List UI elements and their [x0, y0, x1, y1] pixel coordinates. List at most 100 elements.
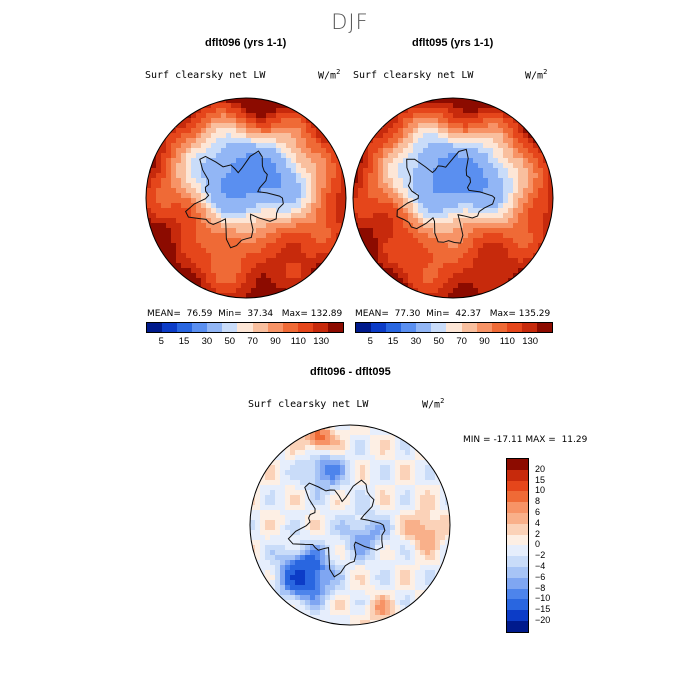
panel2-map-field: [353, 98, 553, 298]
colorbar-tick-label: 15: [178, 336, 190, 347]
colorbar-swatch: [252, 323, 268, 332]
colorbar-tick-label: −20: [535, 615, 551, 625]
colorbar-tick-label: −10: [535, 593, 551, 604]
colorbar-swatch: [507, 512, 528, 524]
panel2-title: dflt095 (yrs 1-1): [412, 37, 494, 49]
colorbar-swatch: [476, 323, 492, 332]
panel3-min: -17.11: [493, 435, 523, 445]
panel1-map-outline: [145, 97, 347, 299]
season-title: DJF: [331, 10, 369, 34]
panel2-units: W/m2: [525, 68, 548, 82]
colorbar-swatch: [356, 323, 372, 332]
colorbar-swatch: [507, 523, 528, 535]
colorbar-tick-label: 130: [522, 336, 539, 347]
panel3-title: dflt096 - dflt095: [310, 366, 391, 378]
colorbar-swatch: [507, 566, 528, 578]
colorbar-swatch: [507, 502, 528, 513]
panel3-stats: MIN = -17.11 MAX = 11.29: [463, 435, 588, 445]
colorbar-tick-label: −2: [535, 550, 546, 561]
panel1-colorbar: [146, 322, 344, 333]
colorbar-tick-label: 110: [290, 336, 306, 347]
panel2-variable-label: Surf clearsky net LW: [353, 70, 474, 81]
panel3-variable-label: Surf clearsky net LW: [248, 399, 369, 410]
colorbar-tick-label: −4: [535, 561, 546, 571]
colorbar-tick-label: 15: [387, 336, 399, 347]
colorbar-swatch: [386, 323, 402, 332]
colorbar-swatch: [267, 323, 283, 332]
panel2-map-coastline: [396, 148, 496, 244]
colorbar-swatch: [491, 323, 507, 332]
colorbar-tick-label: 0: [535, 539, 541, 550]
panel3-colorbar: [506, 458, 529, 633]
panel2-mean: 77.30: [394, 309, 421, 319]
colorbar-swatch: [507, 534, 528, 546]
colorbar-swatch: [521, 323, 537, 332]
panel2-colorbar: [355, 322, 553, 333]
colorbar-swatch: [222, 323, 238, 332]
panel1-map-coastline: [184, 150, 284, 249]
panel3-map-field: [250, 425, 450, 625]
colorbar-tick-label: 10: [535, 485, 546, 496]
colorbar-tick-label: 130: [313, 336, 330, 347]
colorbar-swatch: [431, 323, 447, 332]
colorbar-tick-label: 30: [410, 336, 422, 347]
panel1-stats: MEAN= 76.59 Min= 37.34 Max= 132.89: [147, 309, 343, 319]
colorbar-swatch: [507, 599, 528, 611]
colorbar-swatch: [192, 323, 208, 332]
panel3-max: 11.29: [561, 435, 588, 445]
colorbar-swatch: [297, 323, 313, 332]
colorbar-swatch: [282, 323, 298, 332]
colorbar-swatch: [371, 323, 387, 332]
colorbar-tick-label: 50: [224, 336, 236, 347]
colorbar-swatch: [162, 323, 178, 332]
colorbar-tick-label: 90: [479, 336, 490, 347]
colorbar-swatch: [327, 323, 344, 332]
colorbar-swatch: [446, 323, 462, 332]
panel2-min: 42.37: [455, 309, 482, 319]
colorbar-swatch: [536, 323, 553, 332]
panel1-variable-label: Surf clearsky net LW: [145, 70, 266, 81]
colorbar-tick-label: 70: [247, 336, 258, 347]
colorbar-swatch: [461, 323, 477, 332]
colorbar-swatch: [507, 620, 528, 632]
colorbar-tick-label: 8: [535, 496, 541, 507]
colorbar-swatch: [507, 610, 528, 621]
panel1-min: 37.34: [247, 309, 274, 319]
colorbar-swatch: [507, 588, 528, 600]
panel3-map-outline: [249, 424, 451, 626]
colorbar-swatch: [177, 323, 193, 332]
colorbar-tick-label: 5: [367, 336, 373, 347]
colorbar-tick-label: −15: [535, 604, 551, 615]
panel1-title: dflt096 (yrs 1-1): [205, 37, 287, 49]
panel2-map-outline: [352, 97, 554, 299]
colorbar-swatch: [237, 323, 253, 332]
colorbar-tick-label: 110: [499, 336, 515, 347]
colorbar-swatch: [507, 469, 528, 481]
panel1-units: W/m2: [318, 68, 341, 82]
colorbar-swatch: [312, 323, 328, 332]
colorbar-swatch: [507, 459, 528, 470]
colorbar-swatch: [506, 323, 522, 332]
colorbar-tick-label: 90: [270, 336, 281, 347]
colorbar-tick-label: 70: [456, 336, 467, 347]
colorbar-swatch: [401, 323, 417, 332]
colorbar-tick-label: 20: [535, 463, 546, 474]
panel2-max: 135.29: [518, 309, 551, 319]
colorbar-swatch: [416, 323, 432, 332]
colorbar-swatch: [207, 323, 223, 332]
colorbar-swatch: [507, 545, 528, 557]
panel1-max: 132.89: [310, 309, 343, 319]
colorbar-swatch: [507, 577, 528, 589]
panel3-map-coastline: [287, 479, 386, 578]
colorbar-tick-label: 2: [535, 528, 541, 539]
colorbar-swatch: [147, 323, 163, 332]
colorbar-tick-label: 50: [433, 336, 445, 347]
panel2-stats: MEAN= 77.30 Min= 42.37 Max= 135.29: [355, 309, 551, 319]
colorbar-tick-label: 4: [535, 517, 541, 528]
colorbar-swatch: [507, 556, 528, 567]
colorbar-tick-label: 30: [201, 336, 213, 347]
colorbar-tick-label: −8: [535, 582, 546, 593]
colorbar-swatch: [507, 480, 528, 492]
